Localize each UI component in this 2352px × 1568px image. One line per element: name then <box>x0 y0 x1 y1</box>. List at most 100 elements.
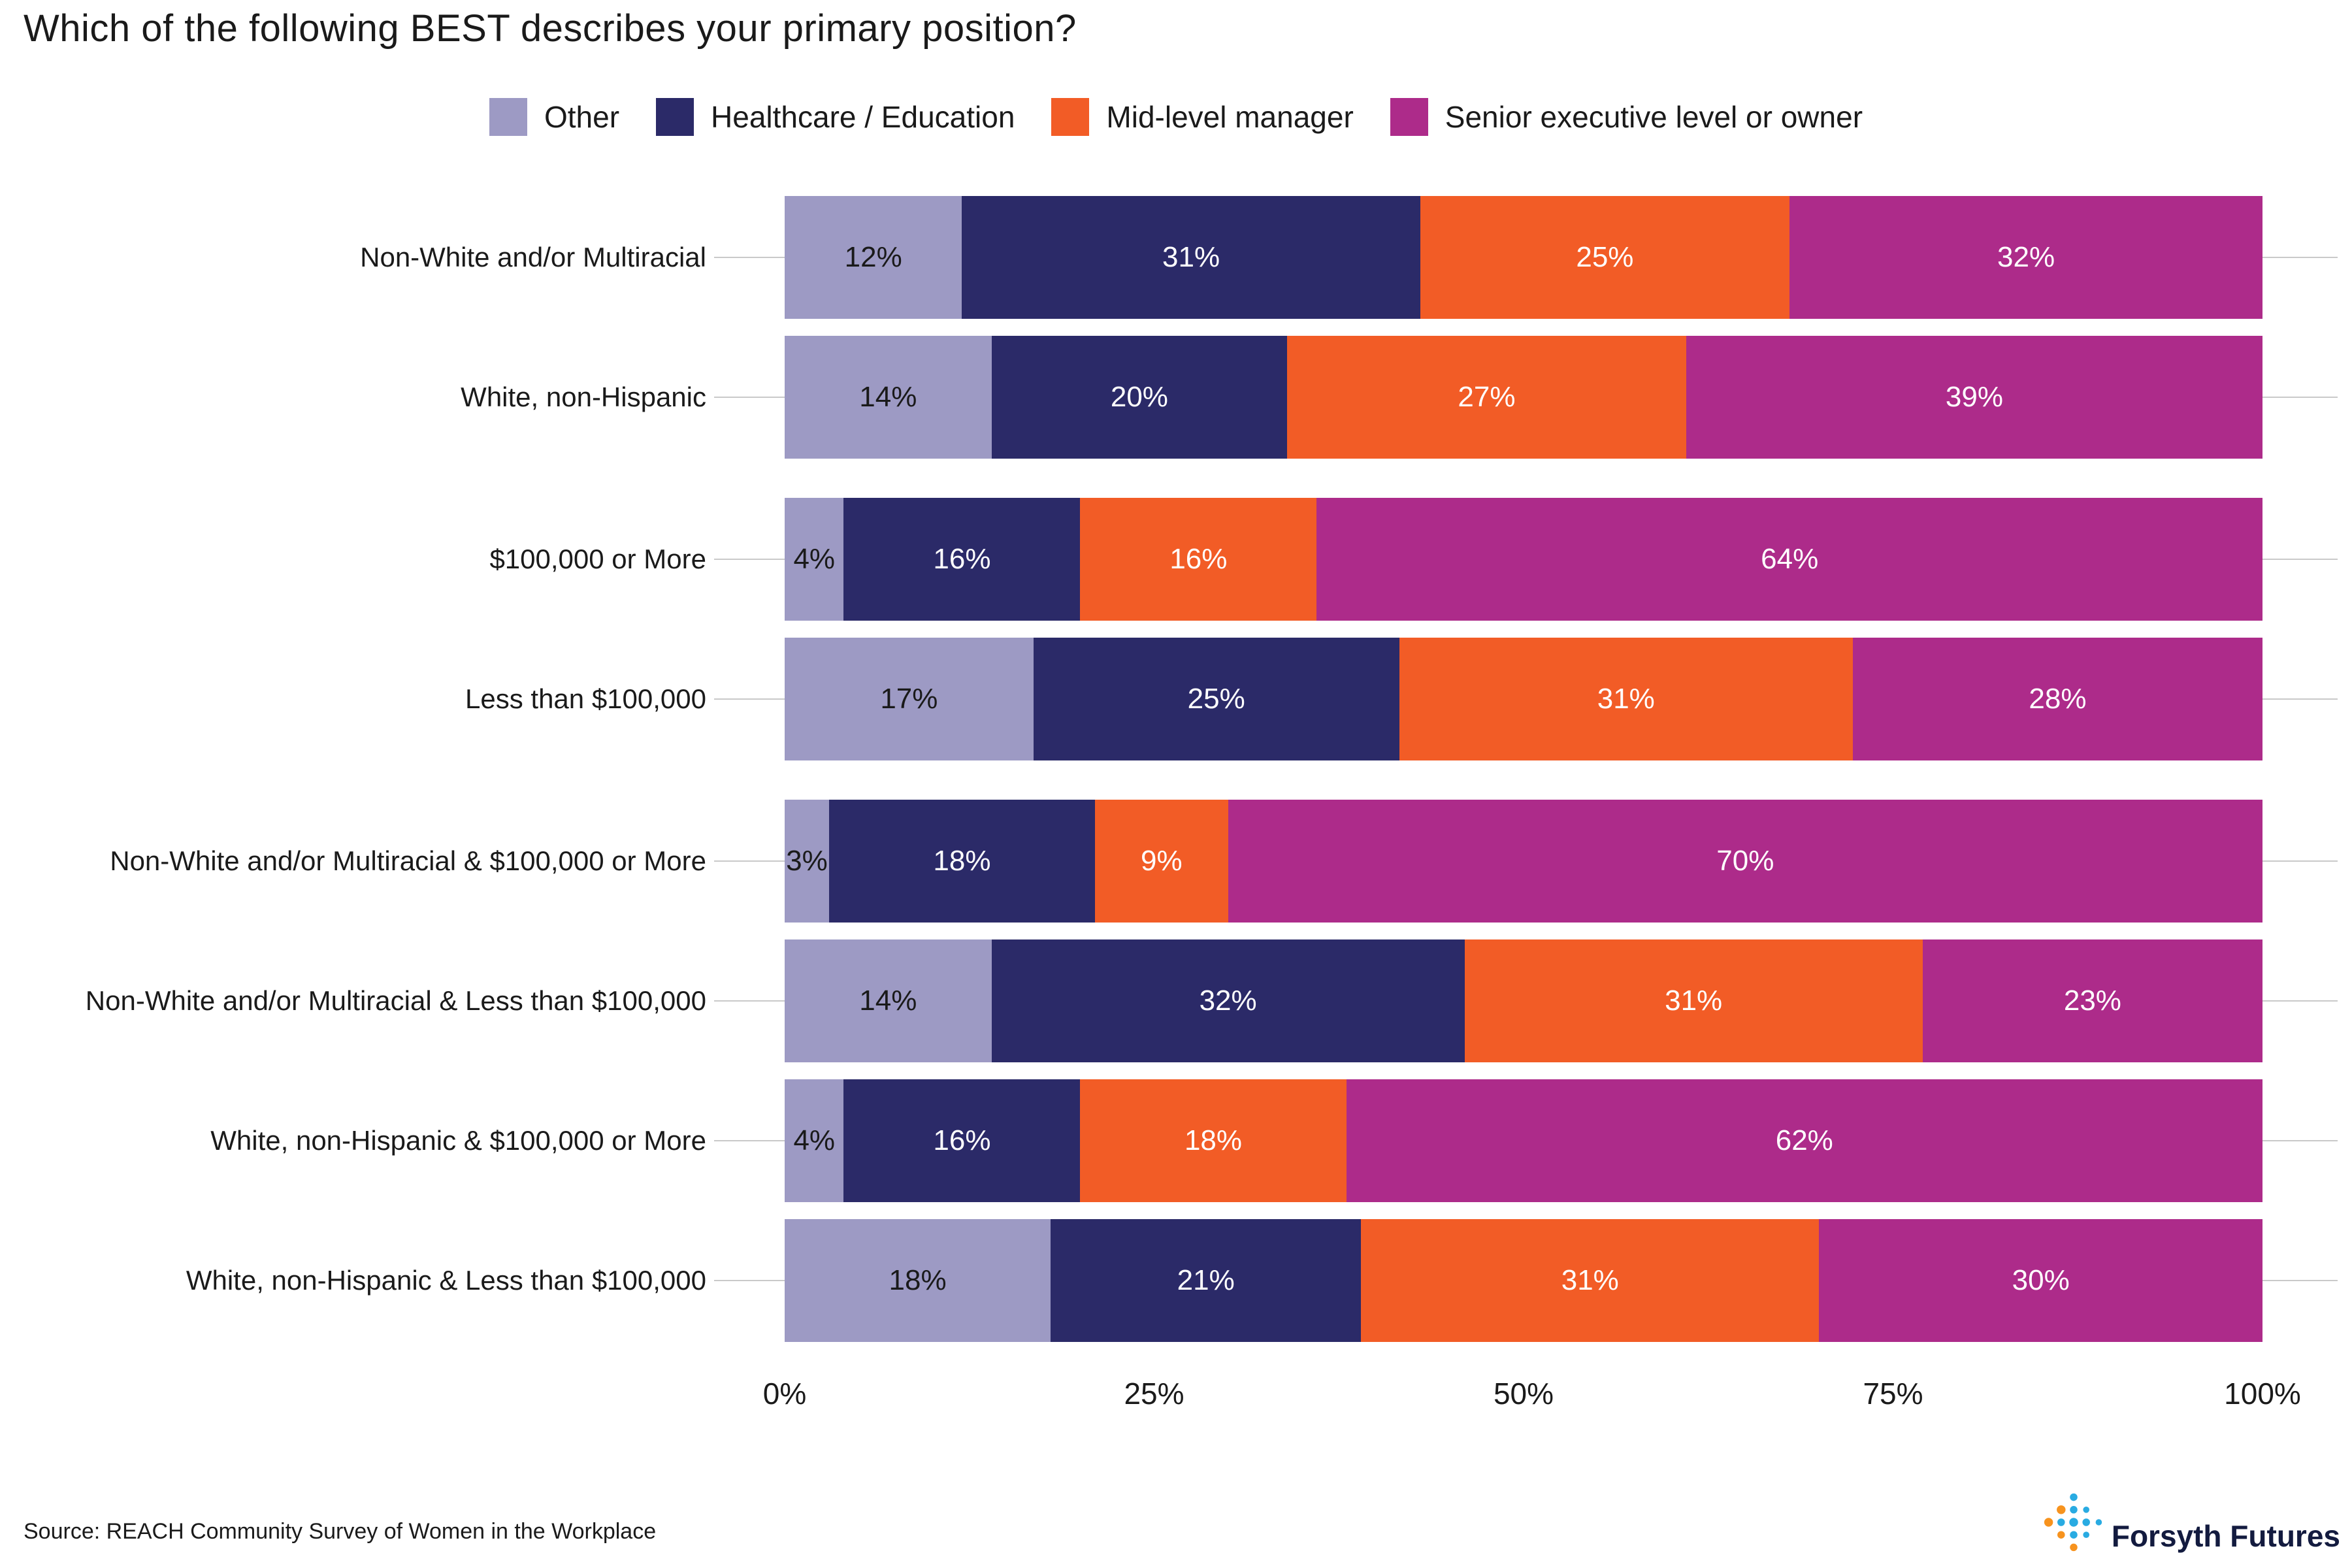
bar-value-label: 14% <box>859 985 917 1017</box>
chart-title: Which of the following BEST describes yo… <box>24 7 1077 50</box>
bar-value-label: 31% <box>1597 683 1655 715</box>
legend-item: Healthcare / Education <box>656 98 1015 136</box>
bar-value-label: 27% <box>1458 381 1516 413</box>
stacked-bar: 3% 18% 9% 70% <box>785 800 2262 923</box>
bar-value-label: 30% <box>2012 1264 2070 1296</box>
category-label: Non-White and/or Multiracial & $100,000 … <box>110 845 706 876</box>
bar-segment: 20% <box>991 336 1288 459</box>
bar-segment: 39% <box>1686 336 2263 459</box>
bar-value-label: 32% <box>1997 241 2055 273</box>
bar-segment: 12% <box>785 196 962 319</box>
legend-item: Other <box>489 98 619 136</box>
bar-segment: 32% <box>1789 196 2262 319</box>
bar-value-label: 64% <box>1761 543 1819 575</box>
bar-value-label: 39% <box>1945 381 2003 413</box>
bar-row: White, non-Hispanic & Less than $100,000… <box>24 1219 2352 1342</box>
bar-segment: 64% <box>1316 498 2263 621</box>
legend-item: Mid-level manager <box>1051 98 1354 136</box>
category-label: White, non-Hispanic & $100,000 or More <box>210 1124 706 1156</box>
bar-value-label: 23% <box>2063 985 2121 1017</box>
bar-plot: 3% 18% 9% 70% <box>714 800 2338 923</box>
bar-row: $100,000 or More 4% 16% 16% 64% <box>24 498 2352 621</box>
bar-value-label: 62% <box>1775 1124 1833 1156</box>
bar-value-label: 31% <box>1162 241 1220 273</box>
bar-segment: 14% <box>785 939 992 1062</box>
legend-swatch <box>1051 98 1090 136</box>
bar-value-label: 3% <box>786 845 828 877</box>
bar-segment: 62% <box>1346 1079 2262 1202</box>
bar-segment: 4% <box>785 498 844 621</box>
x-axis-tick: 75% <box>1863 1377 1923 1411</box>
stacked-bar: 12% 31% 25% 32% <box>785 196 2262 319</box>
forsyth-futures-logo: Forsyth Futures <box>2042 1491 2340 1554</box>
bar-value-label: 18% <box>1184 1124 1243 1156</box>
bar-row: Non-White and/or Multiracial & $100,000 … <box>24 800 2352 923</box>
bar-value-label: 9% <box>1141 845 1183 877</box>
bar-plot: 4% 16% 18% 62% <box>714 1079 2338 1202</box>
stacked-bar: 17% 25% 31% 28% <box>785 638 2263 760</box>
bar-plot: 14% 20% 27% 39% <box>714 336 2338 459</box>
bar-value-label: 18% <box>933 845 991 877</box>
forsyth-futures-logo-text: Forsyth Futures <box>2111 1519 2340 1553</box>
bar-segment: 16% <box>843 498 1081 621</box>
stacked-bar: 4% 16% 18% 62% <box>785 1079 2262 1202</box>
bar-segment: 4% <box>785 1079 844 1202</box>
bar-row: White, non-Hispanic & $100,000 or More 4%… <box>24 1079 2352 1202</box>
bar-value-label: 31% <box>1665 985 1723 1017</box>
legend-label: Healthcare / Education <box>711 100 1015 134</box>
category-label: Non-White and/or Multiracial <box>360 241 706 272</box>
bar-plot: 14% 32% 31% 23% <box>714 939 2338 1062</box>
category-label: White, non-Hispanic & Less than $100,000 <box>186 1264 706 1296</box>
legend-swatch <box>489 98 527 136</box>
bar-segment: 23% <box>1922 939 2263 1062</box>
bar-row: Non-White and/or Multiracial 12% 31% 25% 32% <box>24 196 2352 319</box>
bar-value-label: 31% <box>1561 1264 1619 1296</box>
bar-segment: 18% <box>785 1219 1051 1342</box>
bar-segment: 31% <box>962 196 1420 319</box>
bar-value-label: 25% <box>1187 683 1245 715</box>
bar-segment: 27% <box>1287 336 1686 459</box>
bar-value-label: 12% <box>844 241 902 273</box>
legend-label: Other <box>544 100 620 134</box>
bar-segment: 25% <box>1420 196 1790 319</box>
bar-segment: 14% <box>785 336 992 459</box>
bar-value-label: 32% <box>1199 985 1257 1017</box>
bar-plot: 17% 25% 31% 28% <box>714 638 2338 760</box>
bar-plot: 18% 21% 31% 30% <box>714 1219 2338 1342</box>
legend-item: Senior executive level or owner <box>1390 98 1863 136</box>
x-axis-tick: 50% <box>1493 1377 1554 1411</box>
bar-value-label: 21% <box>1177 1264 1235 1296</box>
category-label: White, non-Hispanic <box>461 381 706 412</box>
legend-swatch <box>656 98 694 136</box>
bar-segment: 18% <box>1080 1079 1347 1202</box>
bar-segment: 25% <box>1033 638 1399 760</box>
bar-segment: 30% <box>1819 1219 2262 1342</box>
bar-segment: 16% <box>843 1079 1081 1202</box>
bar-segment: 9% <box>1095 800 1228 923</box>
bar-value-label: 20% <box>1110 381 1168 413</box>
bar-row: White, non-Hispanic 14% 20% 27% 39% <box>24 336 2352 459</box>
bar-value-label: 16% <box>933 543 991 575</box>
legend-label: Senior executive level or owner <box>1445 100 1863 134</box>
bar-segment: 31% <box>1399 638 1853 760</box>
bar-segment: 17% <box>785 638 1034 760</box>
category-label: $100,000 or More <box>489 543 706 574</box>
bar-segment: 3% <box>785 800 829 923</box>
stacked-bar: 18% 21% 31% 30% <box>785 1219 2262 1342</box>
legend-label: Mid-level manager <box>1106 100 1354 134</box>
stacked-bar-chart: Non-White and/or Multiracial 12% 31% 25% 32%… <box>24 196 2352 1422</box>
bar-segment: 18% <box>828 800 1096 923</box>
x-axis-tick: 100% <box>2224 1377 2301 1411</box>
bar-row: Non-White and/or Multiracial & Less than… <box>24 939 2352 1062</box>
bar-value-label: 17% <box>880 683 938 715</box>
x-axis-tick: 0% <box>762 1377 807 1411</box>
bar-segment: 21% <box>1051 1219 1362 1342</box>
bar-value-label: 28% <box>2029 683 2087 715</box>
bar-value-label: 4% <box>793 1124 836 1156</box>
bar-segment: 70% <box>1228 800 2262 923</box>
legend-swatch <box>1390 98 1428 136</box>
bar-segment: 31% <box>1464 939 1923 1062</box>
x-axis: 0% 25% 50% 75% 100% <box>763 1376 2301 1422</box>
bar-value-label: 14% <box>859 381 917 413</box>
